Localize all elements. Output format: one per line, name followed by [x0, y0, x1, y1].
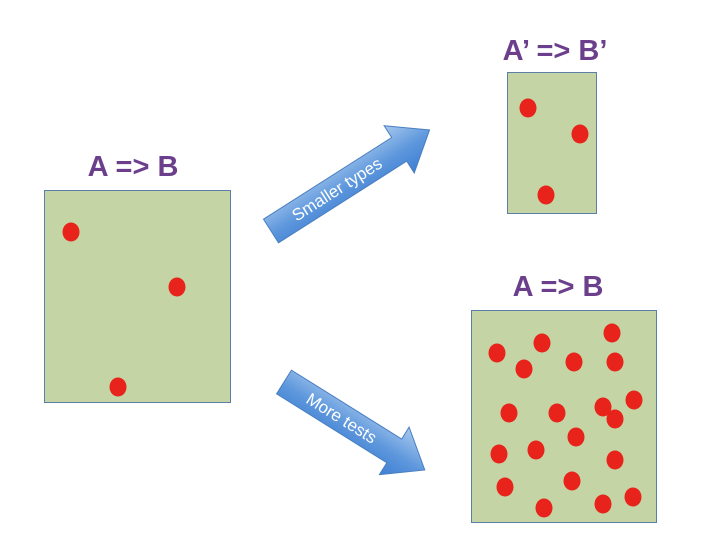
red-dot — [606, 409, 624, 429]
red-dot — [567, 427, 585, 447]
bottom-right-box — [471, 310, 657, 523]
red-dot — [548, 403, 566, 423]
red-dot — [625, 390, 643, 410]
red-dot — [527, 440, 545, 460]
red-dot — [537, 185, 555, 205]
smaller-types-label: Smaller types — [289, 154, 386, 225]
top-right-box — [507, 72, 597, 214]
left-box — [44, 190, 231, 403]
red-dot — [563, 471, 581, 491]
red-dot — [624, 487, 642, 507]
red-dot — [571, 124, 589, 144]
red-dot — [535, 498, 553, 518]
red-dot — [533, 333, 551, 353]
red-dot — [496, 477, 514, 497]
red-dot — [603, 323, 621, 343]
red-dot — [490, 444, 508, 464]
red-dot — [515, 359, 533, 379]
smaller-types-arrow: Smaller types — [262, 125, 431, 244]
red-dot — [500, 403, 518, 423]
red-dot — [565, 352, 583, 372]
red-dot — [488, 343, 506, 363]
red-dot — [168, 277, 186, 297]
red-dot — [606, 450, 624, 470]
red-dot — [519, 98, 537, 118]
more-tests-arrow: More tests — [275, 369, 426, 476]
bottom-right-title: A => B — [512, 271, 604, 303]
red-dot — [594, 494, 612, 514]
left-title: A => B — [87, 151, 179, 183]
red-dot — [594, 397, 612, 417]
red-dot — [109, 377, 127, 397]
red-dot — [606, 352, 624, 372]
top-right-title: A’ => B’ — [502, 35, 608, 67]
red-dot — [62, 222, 80, 242]
